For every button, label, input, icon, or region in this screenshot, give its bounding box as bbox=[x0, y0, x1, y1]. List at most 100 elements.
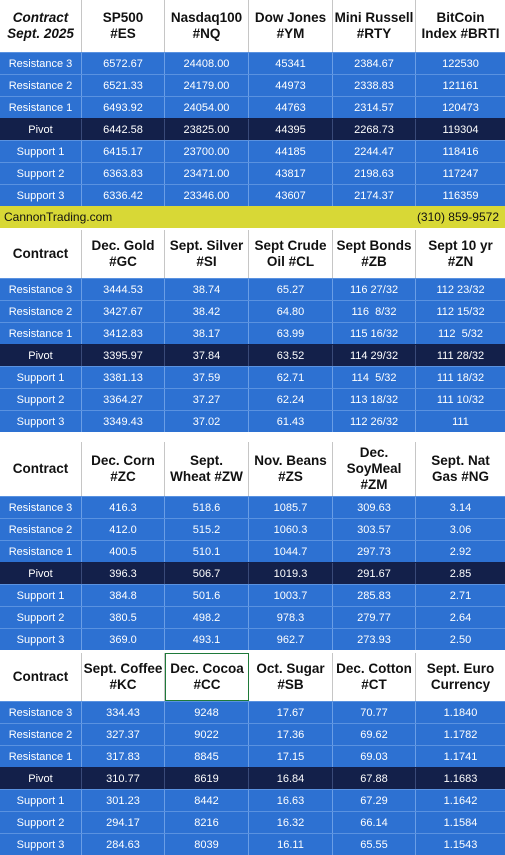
level-label: Support 1 bbox=[0, 367, 82, 388]
level-value: 3349.43 bbox=[82, 411, 165, 432]
level-value: 65.55 bbox=[333, 834, 416, 855]
header-line: BitCoin bbox=[436, 10, 485, 25]
level-value: 416.3 bbox=[82, 497, 165, 518]
contract-column-header: Contract bbox=[0, 230, 82, 278]
level-value: 16.84 bbox=[249, 768, 333, 789]
header-line: Sept. 2025 bbox=[7, 26, 74, 41]
level-value: 112 15/32 bbox=[436, 305, 485, 318]
level-value: 112 5/32 bbox=[437, 327, 484, 340]
table-row-resistance-3: Resistance 3 6572.67 24408.00 45341 2384.67 1… bbox=[0, 52, 505, 74]
level-value: 115 16/32 bbox=[333, 323, 416, 344]
level-value: 309.63 bbox=[333, 497, 416, 518]
level-value: 37.27 bbox=[165, 389, 249, 410]
level-value: 6572.67 bbox=[82, 53, 165, 74]
level-label: Resistance 1 bbox=[0, 323, 82, 344]
header-line: #RTY bbox=[356, 26, 392, 41]
header-line: Dec. Cocoa bbox=[170, 661, 244, 676]
level-label: Support 3 bbox=[0, 629, 82, 650]
header-line: Sept Crude bbox=[254, 238, 327, 253]
level-value: 294.17 bbox=[82, 812, 165, 833]
contract-column-header: Contract bbox=[0, 442, 82, 496]
column-header-nasdaq100-nq: Nasdaq100 #NQ bbox=[165, 0, 249, 52]
level-label: Resistance 2 bbox=[0, 301, 82, 322]
level-value: 23471.00 bbox=[165, 163, 249, 184]
header-line: #SI bbox=[196, 254, 217, 269]
level-value: 2384.67 bbox=[333, 53, 416, 74]
level-value: 1044.7 bbox=[249, 541, 333, 562]
level-value: 43817 bbox=[249, 163, 333, 184]
table-row-resistance-2: Resistance 2 327.37 9022 17.36 69.62 1.1782 bbox=[0, 723, 505, 745]
table-row-support-1: Support 1 3381.13 37.59 62.71 114 5/32 111 18… bbox=[0, 366, 505, 388]
level-value: 1085.7 bbox=[249, 497, 333, 518]
table-row-support-3: Support 3 369.0 493.1 962.7 273.93 2.50 bbox=[0, 628, 505, 650]
level-label: Resistance 2 bbox=[0, 75, 82, 96]
level-value: 506.7 bbox=[165, 563, 249, 584]
level-value: 978.3 bbox=[249, 607, 333, 628]
level-value: 9248 bbox=[165, 702, 249, 723]
level-label: Pivot bbox=[0, 345, 82, 366]
section-1-header: Contract Sept. 2025 SP500 #ES Nasdaq100 #NQ Do… bbox=[0, 0, 505, 52]
level-value: 2.64 bbox=[449, 611, 472, 624]
header-line: Gas #NG bbox=[431, 469, 490, 484]
column-header-sept-silver-si: Sept. Silver #SI bbox=[165, 230, 249, 278]
table-row-resistance-2: Resistance 2 3427.67 38.42 64.80 116 8/32 112… bbox=[0, 300, 505, 322]
level-value: 1.1584 bbox=[443, 816, 478, 829]
level-value: 301.23 bbox=[82, 790, 165, 811]
header-line: Contract bbox=[12, 10, 69, 25]
column-header-sept-bonds-zb: Sept Bonds #ZB bbox=[333, 230, 416, 278]
column-header-dec-soymeal-zm: Dec. SoyMeal #ZM bbox=[333, 442, 416, 496]
level-value: 6336.42 bbox=[82, 185, 165, 206]
level-value: 285.83 bbox=[333, 585, 416, 606]
column-header-dec-corn-zc: Dec. Corn #ZC bbox=[82, 442, 165, 496]
level-value: 501.6 bbox=[165, 585, 249, 606]
level-value: 291.67 bbox=[333, 563, 416, 584]
header-line: Sept. bbox=[189, 453, 223, 468]
level-value: 44395 bbox=[249, 119, 333, 140]
level-value: 1.1782 bbox=[443, 728, 478, 741]
level-value: 2268.73 bbox=[333, 119, 416, 140]
level-value: 65.27 bbox=[249, 279, 333, 300]
level-value: 279.77 bbox=[333, 607, 416, 628]
table-row-resistance-3: Resistance 3 416.3 518.6 1085.7 309.63 3.14 bbox=[0, 496, 505, 518]
level-value: 44973 bbox=[249, 75, 333, 96]
table-row-pivot: Pivot 6442.58 23825.00 44395 2268.73 119304 bbox=[0, 118, 505, 140]
level-value: 2.92 bbox=[449, 545, 472, 558]
level-value: 63.52 bbox=[249, 345, 333, 366]
contract-column-header: Contract Sept. 2025 bbox=[0, 0, 82, 52]
level-value: 3395.97 bbox=[82, 345, 165, 366]
level-label: Resistance 3 bbox=[0, 702, 82, 723]
table-row-support-3: Support 3 3349.43 37.02 61.43 112 26/32 111 bbox=[0, 410, 505, 432]
level-value: 3444.53 bbox=[82, 279, 165, 300]
level-value: 23700.00 bbox=[165, 141, 249, 162]
level-value: 67.29 bbox=[333, 790, 416, 811]
column-header-oct-sugar-sb: Oct. Sugar #SB bbox=[249, 653, 333, 701]
table-row-support-2: Support 2 294.17 8216 16.32 66.14 1.1584 bbox=[0, 811, 505, 833]
header-line: Sept. Silver bbox=[169, 238, 244, 253]
header-line: #YM bbox=[276, 26, 305, 41]
level-value: 273.93 bbox=[333, 629, 416, 650]
header-line: Dec. Cotton bbox=[336, 661, 412, 676]
table-row-support-1: Support 1 384.8 501.6 1003.7 285.83 2.71 bbox=[0, 584, 505, 606]
header-line: #ES bbox=[110, 26, 136, 41]
contract-column-header: Contract bbox=[0, 653, 82, 701]
level-value: 6493.92 bbox=[82, 97, 165, 118]
column-header-mini-russell-rty: Mini Russell #RTY bbox=[333, 0, 416, 52]
level-value: 1.1543 bbox=[443, 838, 478, 851]
section-4-header: Contract Sept. Coffee #KC Dec. Cocoa #CC Oct.… bbox=[0, 653, 505, 701]
level-value: 6415.17 bbox=[82, 141, 165, 162]
website-link[interactable]: CannonTrading.com bbox=[4, 210, 113, 224]
level-value: 23346.00 bbox=[165, 185, 249, 206]
table-row-support-3: Support 3 284.63 8039 16.11 65.55 1.1543 bbox=[0, 833, 505, 855]
level-value: 17.15 bbox=[249, 746, 333, 767]
level-value: 8039 bbox=[165, 834, 249, 855]
level-label: Resistance 1 bbox=[0, 541, 82, 562]
header-line: Index #BRTI bbox=[421, 26, 500, 41]
table-row-support-1: Support 1 301.23 8442 16.63 67.29 1.1642 bbox=[0, 789, 505, 811]
header-line: Sept 10 yr bbox=[428, 238, 493, 253]
level-label: Resistance 3 bbox=[0, 279, 82, 300]
level-value: 3381.13 bbox=[82, 367, 165, 388]
section-3-header: Contract Dec. Corn #ZC Sept. Wheat #ZW Nov. B… bbox=[0, 442, 505, 496]
level-label: Support 2 bbox=[0, 389, 82, 410]
level-value: 2314.57 bbox=[333, 97, 416, 118]
